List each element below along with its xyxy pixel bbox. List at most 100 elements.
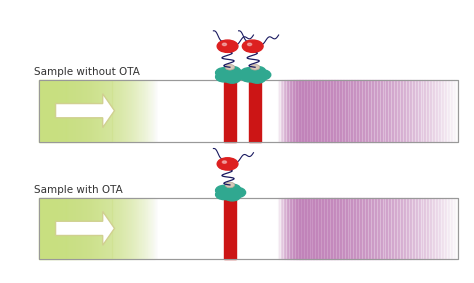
Bar xyxy=(303,198,305,259)
Text: Sample with OTA: Sample with OTA xyxy=(35,185,123,195)
Circle shape xyxy=(241,68,258,78)
Bar xyxy=(452,198,454,259)
Bar xyxy=(411,198,413,259)
Bar xyxy=(129,80,130,142)
Bar xyxy=(349,80,351,142)
Bar xyxy=(325,80,326,142)
Bar xyxy=(442,80,443,142)
Bar xyxy=(316,80,317,142)
Bar xyxy=(135,80,136,142)
Bar xyxy=(416,198,418,259)
Text: Sample without OTA: Sample without OTA xyxy=(35,67,140,77)
Bar xyxy=(109,80,110,142)
Bar xyxy=(303,80,305,142)
Bar xyxy=(118,80,119,142)
Bar xyxy=(99,198,100,259)
Bar xyxy=(290,198,291,259)
Bar xyxy=(335,198,337,259)
Bar xyxy=(147,80,148,142)
Bar xyxy=(67,198,68,259)
Bar xyxy=(310,80,311,142)
Bar xyxy=(41,198,42,259)
Bar xyxy=(320,198,322,259)
Bar xyxy=(117,80,118,142)
Bar xyxy=(428,80,429,142)
Bar xyxy=(68,198,69,259)
Bar xyxy=(447,80,448,142)
Bar xyxy=(456,198,457,259)
Bar xyxy=(155,80,156,142)
Bar xyxy=(299,80,301,142)
Circle shape xyxy=(217,158,238,170)
Bar xyxy=(414,80,416,142)
Bar xyxy=(98,80,99,142)
Bar xyxy=(146,80,147,142)
Circle shape xyxy=(247,43,252,46)
Bar xyxy=(370,80,372,142)
Bar xyxy=(112,80,113,142)
Bar xyxy=(310,198,311,259)
Bar xyxy=(50,80,51,142)
Bar xyxy=(360,80,361,142)
Bar xyxy=(43,198,44,259)
Bar xyxy=(92,80,93,142)
Bar xyxy=(154,80,155,142)
Bar xyxy=(90,198,91,259)
Bar xyxy=(413,80,414,142)
Bar xyxy=(447,198,448,259)
Circle shape xyxy=(224,67,241,76)
Bar xyxy=(443,198,445,259)
Bar xyxy=(93,80,94,142)
Bar xyxy=(422,198,423,259)
Bar xyxy=(393,80,395,142)
Bar xyxy=(73,80,74,142)
Bar xyxy=(347,198,349,259)
Bar xyxy=(338,198,340,259)
Bar xyxy=(440,80,442,142)
Bar xyxy=(125,198,126,259)
Bar xyxy=(332,80,334,142)
Bar xyxy=(121,198,122,259)
Bar xyxy=(358,198,360,259)
Bar xyxy=(293,80,294,142)
Bar xyxy=(64,198,65,259)
Bar xyxy=(80,80,81,142)
Bar xyxy=(427,80,428,142)
Bar xyxy=(57,198,58,259)
Bar xyxy=(312,80,314,142)
Bar xyxy=(73,198,74,259)
Bar xyxy=(372,198,374,259)
Bar xyxy=(385,80,387,142)
Bar xyxy=(127,198,128,259)
Bar xyxy=(115,80,117,142)
Bar xyxy=(119,198,120,259)
Circle shape xyxy=(224,184,241,194)
Bar xyxy=(100,198,101,259)
FancyArrow shape xyxy=(55,211,115,245)
Bar xyxy=(135,198,136,259)
Bar xyxy=(107,198,108,259)
Bar xyxy=(52,198,53,259)
Bar xyxy=(440,198,442,259)
Bar xyxy=(125,80,126,142)
Bar xyxy=(319,198,320,259)
Bar xyxy=(343,80,345,142)
Bar xyxy=(282,198,283,259)
Circle shape xyxy=(216,68,233,78)
Bar xyxy=(68,80,69,142)
Bar xyxy=(390,198,392,259)
Bar xyxy=(334,198,335,259)
Bar xyxy=(77,198,78,259)
Bar xyxy=(113,80,114,142)
Bar xyxy=(410,198,411,259)
Bar xyxy=(94,198,95,259)
Bar xyxy=(224,80,236,142)
Bar xyxy=(405,80,407,142)
Bar xyxy=(65,198,66,259)
Bar xyxy=(419,80,420,142)
FancyArrow shape xyxy=(55,94,115,128)
Bar xyxy=(69,198,71,259)
Bar xyxy=(410,80,411,142)
Bar xyxy=(39,198,40,259)
Bar xyxy=(97,80,98,142)
